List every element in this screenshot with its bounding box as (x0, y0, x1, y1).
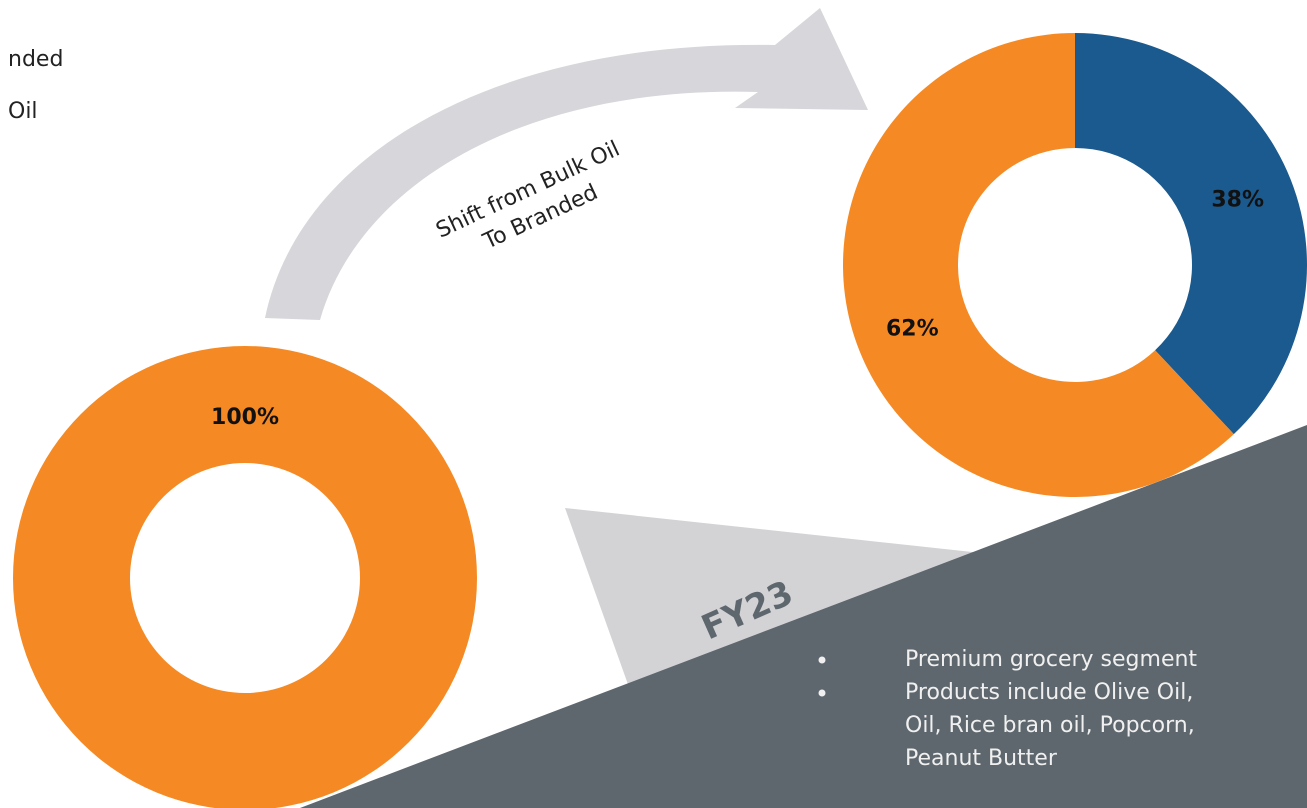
header-fragment: nded (8, 47, 63, 72)
arrow-label: Shift from Bulk Oil To Branded (432, 137, 623, 255)
bullet-list: Premium grocery segment Products include … (818, 647, 1197, 771)
bullet-dot (818, 689, 826, 697)
bullet-text: Peanut Butter (905, 746, 1058, 771)
data-label: 62% (886, 316, 939, 341)
bullet-text: Premium grocery segment (905, 647, 1197, 672)
bullet-dot (818, 656, 826, 664)
donut-slice (1075, 33, 1307, 435)
donut-slice (842, 33, 1234, 497)
donut-slice (13, 346, 477, 808)
data-label: 100% (211, 405, 279, 430)
callout-pointer (565, 508, 1000, 690)
bullet-text: Oil, Rice bran oil, Popcorn, (905, 713, 1195, 738)
header-fragment: Oil (8, 99, 38, 124)
shift-arrow (265, 8, 868, 320)
dark-panel (300, 425, 1307, 808)
bullet-text: Products include Olive Oil, (905, 680, 1193, 705)
charts: 100% 38% 62% (13, 33, 1307, 808)
data-label: 38% (1211, 188, 1264, 213)
